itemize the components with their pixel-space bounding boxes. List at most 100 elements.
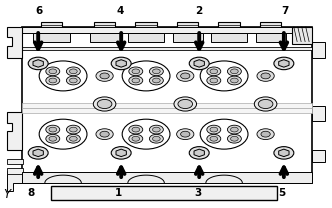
Circle shape [152,78,160,83]
Circle shape [258,99,273,109]
Circle shape [230,78,238,83]
Polygon shape [7,171,22,191]
Circle shape [254,97,277,111]
Circle shape [210,127,218,132]
Polygon shape [7,27,22,58]
Polygon shape [279,60,289,67]
Bar [22,103,312,108]
Polygon shape [292,27,312,44]
Circle shape [100,131,109,137]
Bar [41,22,62,28]
Circle shape [261,73,270,79]
Circle shape [178,99,193,109]
Bar [177,22,198,28]
Circle shape [189,57,209,70]
Circle shape [129,76,143,85]
Circle shape [257,71,274,81]
Circle shape [66,67,80,76]
Circle shape [261,131,270,137]
Circle shape [111,57,131,70]
Circle shape [230,136,238,141]
Circle shape [39,119,87,149]
Circle shape [200,119,248,149]
Polygon shape [33,149,43,157]
Text: 2: 2 [195,6,202,16]
Circle shape [69,136,77,141]
Bar [135,22,157,28]
Text: Y: Y [3,188,10,201]
Circle shape [207,67,221,76]
Bar [211,33,247,42]
Circle shape [93,97,116,111]
Circle shape [132,127,140,132]
Bar [173,33,203,42]
Text: 7: 7 [281,6,289,16]
Circle shape [122,119,170,149]
Circle shape [69,127,77,132]
Circle shape [111,147,131,159]
Polygon shape [194,60,205,67]
Circle shape [227,76,241,85]
Circle shape [227,125,241,134]
Circle shape [46,67,60,76]
Circle shape [49,127,57,132]
Bar [51,186,277,200]
Bar [90,33,120,42]
Circle shape [210,69,218,74]
Bar [22,47,312,50]
Circle shape [46,134,60,143]
Bar [260,22,281,28]
Polygon shape [194,149,205,157]
Circle shape [39,61,87,91]
Bar [22,172,312,183]
Circle shape [46,76,60,85]
Text: 6: 6 [36,6,43,16]
Circle shape [210,78,218,83]
Circle shape [132,69,140,74]
Text: 4: 4 [117,6,124,16]
Circle shape [129,134,143,143]
Bar [128,33,164,42]
Circle shape [96,129,113,140]
Bar [218,22,240,28]
Circle shape [200,61,248,91]
Circle shape [181,131,190,137]
Circle shape [177,129,194,140]
Text: 1: 1 [115,188,123,198]
Bar [7,168,23,174]
Bar [22,27,312,33]
Circle shape [207,134,221,143]
Circle shape [100,73,109,79]
Circle shape [132,136,140,141]
Circle shape [28,57,48,70]
Circle shape [207,125,221,134]
Circle shape [227,67,241,76]
Text: 5: 5 [278,188,285,198]
Circle shape [49,136,57,141]
Circle shape [69,69,77,74]
Circle shape [46,125,60,134]
Bar [312,106,325,121]
Circle shape [66,76,80,85]
Circle shape [207,76,221,85]
Circle shape [66,134,80,143]
Bar [312,42,325,58]
Circle shape [152,127,160,132]
Circle shape [149,125,163,134]
Circle shape [230,69,238,74]
Circle shape [49,78,57,83]
Circle shape [274,57,294,70]
Circle shape [274,147,294,159]
Circle shape [230,127,238,132]
Circle shape [149,67,163,76]
Circle shape [210,136,218,141]
Circle shape [189,147,209,159]
Circle shape [152,136,160,141]
Circle shape [66,125,80,134]
Bar [33,33,70,42]
Circle shape [177,71,194,81]
Bar [256,33,286,42]
Circle shape [149,76,163,85]
Circle shape [181,73,190,79]
Circle shape [152,69,160,74]
